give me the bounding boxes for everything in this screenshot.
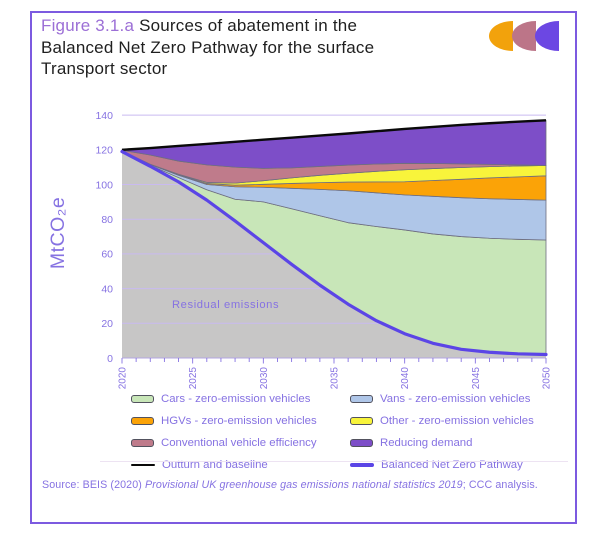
x-tick-label: 2025 bbox=[188, 367, 199, 390]
y-tick-label: 60 bbox=[101, 249, 113, 261]
pathway-line-icon bbox=[350, 463, 374, 467]
source-publication: Provisional UK greenhouse gas emissions … bbox=[145, 479, 463, 491]
y-tick-label: 40 bbox=[101, 283, 113, 295]
hgvs-swatch-icon bbox=[131, 417, 154, 425]
legend-label: Other - zero-emission vehicles bbox=[380, 415, 534, 427]
ccc-logo bbox=[489, 21, 559, 51]
legend-label: HGVs - zero-emission vehicles bbox=[161, 415, 317, 427]
y-tick-label: 20 bbox=[101, 318, 113, 330]
legend-label: Vans - zero-emission vehicles bbox=[380, 393, 531, 405]
y-tick-label: 0 bbox=[107, 353, 113, 365]
y-tick-label: 100 bbox=[95, 179, 113, 191]
title-line-1: Figure 3.1.a Sources of abatement in the bbox=[41, 15, 511, 37]
logo-crescent-orange-icon bbox=[489, 21, 513, 51]
y-axis-title: MtCO₂e bbox=[47, 197, 69, 269]
x-tick-label: 2030 bbox=[259, 367, 270, 390]
x-tick-label: 2020 bbox=[118, 367, 129, 390]
figure-title: Figure 3.1.a Sources of abatement in the… bbox=[41, 15, 511, 80]
source-note: Source: BEIS (2020) Provisional UK green… bbox=[42, 479, 562, 491]
legend-item-cars: Cars - zero-emission vehicles bbox=[131, 393, 350, 405]
outturn-line-icon bbox=[131, 463, 155, 467]
legend-label: Balanced Net Zero Pathway bbox=[381, 459, 523, 471]
legend-label: Outturn and baseline bbox=[162, 459, 268, 471]
legend-item-vans: Vans - zero-emission vehicles bbox=[350, 393, 569, 405]
y-tick-label: 140 bbox=[95, 110, 113, 122]
x-tick-label: 2050 bbox=[542, 367, 553, 390]
legend-label: Reducing demand bbox=[380, 437, 473, 449]
other-swatch-icon bbox=[350, 417, 373, 425]
residual-emissions-area bbox=[122, 151, 546, 358]
x-tick-label: 2035 bbox=[330, 367, 341, 390]
legend-label: Cars - zero-emission vehicles bbox=[161, 393, 311, 405]
balanced-pathway-line bbox=[120, 149, 548, 357]
x-axis-labels: 2020 2025 2030 2035 2040 2045 2050 bbox=[118, 367, 553, 390]
conventional-efficiency-swatch-icon bbox=[131, 439, 154, 447]
source-prefix: Source: BEIS (2020) bbox=[42, 479, 145, 491]
legend-item-reducing-demand: Reducing demand bbox=[350, 437, 569, 449]
logo-crescent-rose-icon bbox=[512, 21, 536, 51]
reducing-demand-swatch-icon bbox=[350, 439, 373, 447]
abatement-bands bbox=[121, 119, 547, 355]
x-axis bbox=[121, 357, 547, 364]
legend-item-conventional-efficiency: Conventional vehicle efficiency bbox=[131, 437, 350, 449]
legend-label: Conventional vehicle efficiency bbox=[161, 437, 317, 449]
chart-legend: Cars - zero-emission vehicles Vans - zer… bbox=[131, 393, 573, 471]
logo-crescent-purple-icon bbox=[535, 21, 559, 51]
x-tick-label: 2040 bbox=[400, 367, 411, 390]
y-tick-label: 120 bbox=[95, 145, 113, 157]
y-axis-labels: 0 20 40 60 80 100 120 140 bbox=[95, 110, 113, 365]
chart-frame-bottom-edge bbox=[100, 461, 568, 462]
outturn-baseline-line bbox=[121, 119, 547, 151]
legend-item-outturn-baseline: Outturn and baseline bbox=[131, 459, 350, 471]
legend-item-hgvs: HGVs - zero-emission vehicles bbox=[131, 415, 350, 427]
figure-number: Figure 3.1.a bbox=[41, 16, 135, 35]
vans-swatch-icon bbox=[350, 395, 373, 403]
source-suffix: ; CCC analysis. bbox=[462, 479, 538, 491]
y-tick-label: 80 bbox=[101, 214, 113, 226]
legend-item-other: Other - zero-emission vehicles bbox=[350, 415, 569, 427]
residual-emissions-label: Residual emissions bbox=[172, 299, 279, 311]
title-text-1: Sources of abatement in the bbox=[139, 16, 358, 35]
legend-item-balanced-pathway: Balanced Net Zero Pathway bbox=[350, 459, 569, 471]
title-line-2: Balanced Net Zero Pathway for the surfac… bbox=[41, 37, 375, 57]
title-line-3: Transport sector bbox=[41, 59, 168, 78]
x-tick-label: 2045 bbox=[471, 367, 482, 390]
cars-swatch-icon bbox=[131, 395, 154, 403]
